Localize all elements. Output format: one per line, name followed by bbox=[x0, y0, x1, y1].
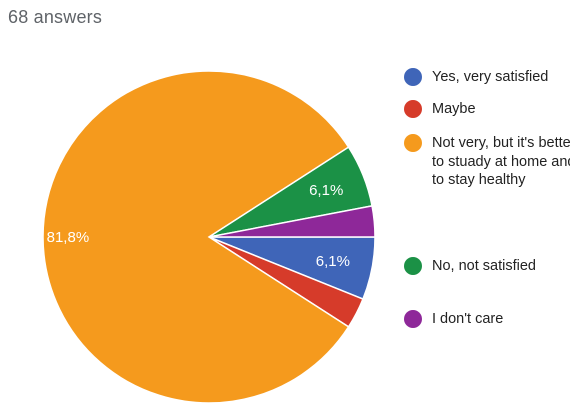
pie-slice-2[interactable] bbox=[42, 70, 350, 403]
pie-slice-4[interactable] bbox=[208, 205, 376, 238]
pie-slice-label-2: 81,8% bbox=[47, 229, 90, 246]
response-count: 68 answers bbox=[8, 7, 103, 27]
pie-slice-label-3: 6,1% bbox=[309, 182, 343, 199]
pie-slice-label-0: 6,1% bbox=[316, 253, 350, 270]
